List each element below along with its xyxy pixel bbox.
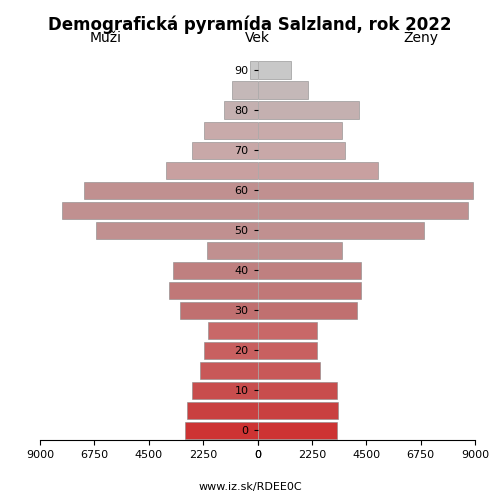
Bar — [204, 342, 258, 358]
Bar — [258, 342, 316, 358]
Bar — [258, 262, 362, 278]
Bar — [258, 302, 356, 318]
Bar — [170, 282, 258, 298]
Bar — [180, 302, 258, 318]
Bar — [173, 262, 258, 278]
Text: Ženy: Ženy — [403, 28, 438, 45]
Bar — [258, 282, 362, 298]
Bar — [258, 142, 344, 158]
Bar — [192, 382, 258, 398]
Bar — [204, 122, 258, 138]
Bar — [258, 82, 308, 98]
Bar — [188, 402, 258, 418]
Bar — [207, 242, 258, 258]
Bar — [258, 322, 316, 338]
Bar — [62, 202, 258, 218]
Bar — [185, 422, 258, 438]
Bar — [208, 322, 258, 338]
Bar — [258, 422, 337, 438]
Bar — [232, 82, 258, 98]
Text: Muži: Muži — [89, 31, 121, 45]
Bar — [258, 202, 468, 218]
Text: Demografická pyramída Salzland, rok 2022: Demografická pyramída Salzland, rok 2022 — [48, 15, 452, 34]
Bar — [258, 162, 378, 178]
Bar — [258, 102, 359, 118]
Bar — [258, 122, 342, 138]
Bar — [258, 222, 424, 238]
Bar — [258, 382, 337, 398]
Text: Vek: Vek — [245, 31, 270, 45]
Bar — [250, 62, 258, 78]
Bar — [200, 362, 258, 378]
Bar — [224, 102, 258, 118]
Bar — [258, 362, 320, 378]
Bar — [258, 62, 292, 78]
Text: www.iz.sk/RDEE0C: www.iz.sk/RDEE0C — [198, 482, 302, 492]
Bar — [96, 222, 258, 238]
Bar — [84, 182, 258, 198]
Bar — [192, 142, 258, 158]
Bar — [258, 242, 342, 258]
Bar — [258, 182, 472, 198]
Bar — [258, 402, 338, 418]
Bar — [166, 162, 258, 178]
